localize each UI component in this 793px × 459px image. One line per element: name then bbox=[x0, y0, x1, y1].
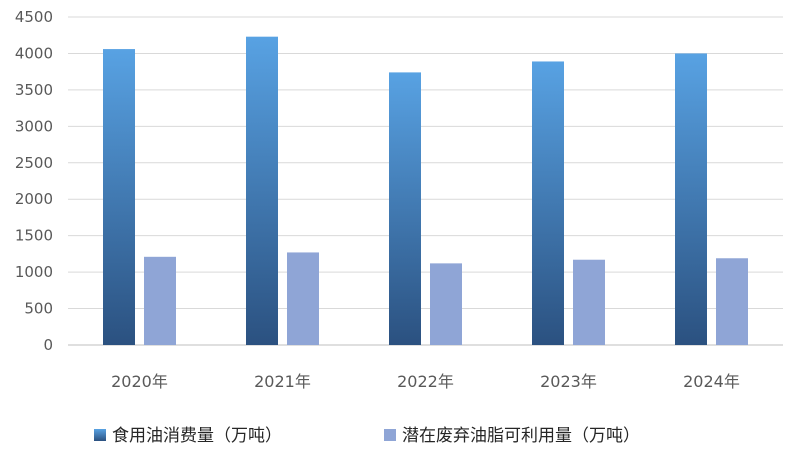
gridlines bbox=[68, 16, 783, 346]
y-tick-label: 4000 bbox=[15, 44, 53, 62]
legend-swatch-series-2 bbox=[384, 429, 396, 441]
legend-label-series-1: 食用油消费量（万吨） bbox=[112, 426, 282, 446]
bar-series-2-2020年 bbox=[144, 256, 176, 345]
x-tick-label: 2023年 bbox=[540, 372, 597, 391]
x-tick-label: 2020年 bbox=[111, 372, 168, 391]
bar-series-2-2022年 bbox=[430, 263, 462, 345]
y-tick-label: 500 bbox=[24, 300, 53, 318]
bars bbox=[103, 36, 748, 346]
y-tick-label: 3000 bbox=[15, 117, 53, 135]
y-tick-label: 1500 bbox=[15, 227, 53, 245]
y-tick-label: 3500 bbox=[15, 81, 53, 99]
y-tick-label: 2500 bbox=[15, 154, 53, 172]
y-tick-label: 2000 bbox=[15, 190, 53, 208]
x-axis-ticks: 2020年 2021年 2022年 2023年 2024年 bbox=[111, 372, 740, 391]
x-tick-label: 2022年 bbox=[397, 372, 454, 391]
bar-series-2-2023年 bbox=[573, 259, 605, 345]
x-tick-label: 2021年 bbox=[254, 372, 311, 391]
bar-series-2-2024年 bbox=[716, 258, 748, 345]
y-tick-label: 1000 bbox=[15, 263, 53, 281]
legend-label-series-2: 潜在废弃油脂可利用量（万吨） bbox=[402, 426, 640, 446]
x-tick-label: 2024年 bbox=[683, 372, 740, 391]
bar-series-1-2020年 bbox=[103, 49, 135, 346]
bar-series-1-2022年 bbox=[389, 72, 421, 345]
y-axis-ticks: 0 500 1000 1500 2000 2500 3000 3500 4000 4500 bbox=[15, 8, 53, 354]
bar-series-1-2024年 bbox=[675, 53, 707, 345]
legend: 食用油消费量（万吨） 潜在废弃油脂可利用量（万吨） bbox=[94, 426, 640, 446]
bar-series-2-2021年 bbox=[287, 252, 319, 345]
bar-series-1-2023年 bbox=[532, 61, 564, 346]
legend-swatch-series-1 bbox=[94, 429, 106, 441]
y-tick-label: 4500 bbox=[15, 8, 53, 26]
y-tick-label: 0 bbox=[43, 336, 53, 354]
bar-series-1-2021年 bbox=[246, 36, 278, 346]
